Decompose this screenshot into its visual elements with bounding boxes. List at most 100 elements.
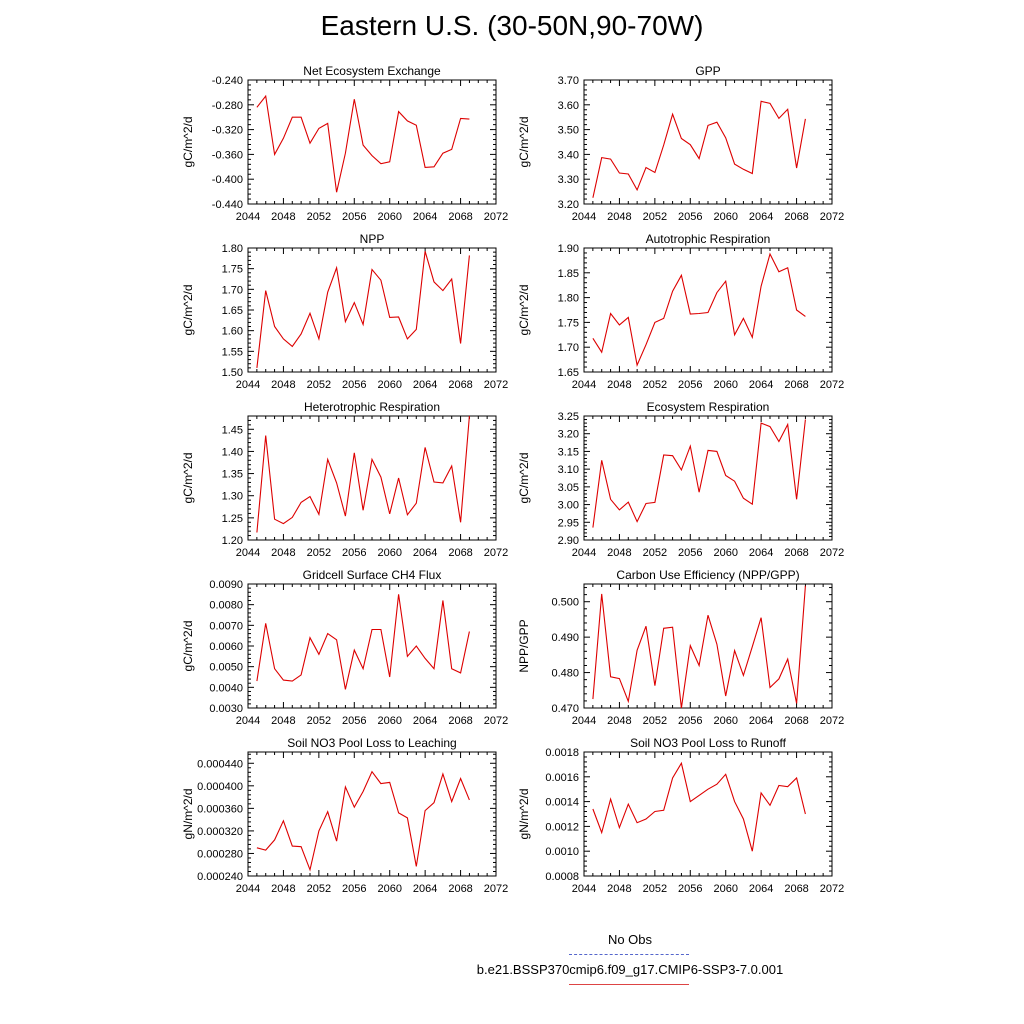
panel-6-y-axis-label: gC/m^2/d (517, 453, 531, 504)
panel-4-x-tick-label: 2044 (572, 379, 596, 391)
panel-4-x-tick-label: 2064 (749, 379, 773, 391)
panel-3-x-tick-label: 2044 (236, 379, 260, 391)
panel-7-y-tick-label: 0.0050 (209, 662, 243, 674)
panel-6-plot-frame (583, 415, 833, 541)
panel-6-x-tick-label: 2072 (820, 547, 844, 559)
panel-3-y-tick-label: 1.75 (222, 264, 243, 276)
panel-1-x-tick-label: 2044 (236, 211, 260, 223)
panel-8-x-tick-label: 2052 (643, 715, 667, 727)
panel-9-x-tick-label: 2072 (484, 883, 508, 895)
panel-3-x-tick-label: 2048 (271, 379, 295, 391)
panel-9-x-tick-label: 2056 (342, 883, 366, 895)
panel-9-y-tick-label: 0.000400 (197, 781, 243, 793)
panel-4-y-tick-label: 1.70 (558, 342, 579, 354)
panel-4-y-tick-label: 1.85 (558, 268, 579, 280)
panel-5-y-tick-label: 1.25 (222, 513, 243, 525)
panel-7-y-axis-label: gC/m^2/d (181, 621, 195, 672)
panel-3-x-tick-label: 2072 (484, 379, 508, 391)
panel-4-x-tick-label: 2052 (643, 379, 667, 391)
panel-9-y-tick-label: 0.000320 (197, 826, 243, 838)
panel-5-y-tick-label: 1.20 (222, 535, 243, 547)
panel-8-x-tick-label: 2064 (749, 715, 773, 727)
legend-obs-swatch (569, 954, 689, 955)
panel-2-y-tick-label: 3.60 (558, 100, 579, 112)
panel-10-x-tick-label: 2072 (820, 883, 844, 895)
panel-10-x-tick-label: 2052 (643, 883, 667, 895)
panel-10-title: Soil NO3 Pool Loss to Runoff (630, 736, 787, 750)
panel-7-y-tick-label: 0.0090 (209, 579, 243, 591)
panel-4-y-tick-label: 1.90 (558, 243, 579, 255)
panel-6-y-tick-label: 3.00 (558, 500, 579, 512)
panel-3-plot-frame (247, 247, 497, 373)
panel-1-y-tick-label: -0.320 (212, 125, 243, 137)
panel-2-y-tick-label: 3.50 (558, 125, 579, 137)
panel-3-y-tick-label: 1.50 (222, 367, 243, 379)
panel-7-series-line (256, 594, 470, 690)
panel-3-x-tick-label: 2060 (377, 379, 401, 391)
panel-9-y-tick-label: 0.000240 (197, 871, 243, 883)
panel-7-y-tick-label: 0.0070 (209, 620, 243, 632)
panel-10-x-tick-label: 2048 (607, 883, 631, 895)
panel-4-series-line (592, 252, 806, 367)
panel-3-x-tick-label: 2068 (448, 379, 472, 391)
panel-6-x-tick-label: 2052 (643, 547, 667, 559)
panel-8-y-tick-label: 0.490 (551, 632, 579, 644)
panel-3-y-tick-label: 1.65 (222, 305, 243, 317)
panel-10-y-tick-label: 0.0016 (545, 772, 579, 784)
panel-10-y-tick-label: 0.0010 (545, 846, 579, 858)
panel-7-x-tick-label: 2064 (413, 715, 437, 727)
panel-6-y-tick-label: 3.05 (558, 482, 579, 494)
panel-10-plot-frame (583, 751, 833, 877)
panel-5-x-tick-label: 2044 (236, 547, 260, 559)
panel-8-series-line (592, 585, 806, 709)
panel-6-x-tick-label: 2056 (678, 547, 702, 559)
panel-9-y-tick-label: 0.000360 (197, 803, 243, 815)
panel-6-x-tick-label: 2044 (572, 547, 596, 559)
panel-9-x-tick-label: 2068 (448, 883, 472, 895)
panel-9-series-line (256, 770, 470, 872)
panel-3-title: NPP (360, 232, 385, 246)
panel-7-y-tick-label: 0.0060 (209, 641, 243, 653)
panel-6-y-tick-label: 3.25 (558, 411, 579, 423)
panel-7-plot-frame (247, 583, 497, 709)
panel-8-x-tick-label: 2068 (784, 715, 808, 727)
panel-7-x-tick-label: 2060 (377, 715, 401, 727)
panel-5-series-line (256, 415, 470, 533)
panel-1-plot-frame (247, 79, 497, 205)
panel-5-title: Heterotrophic Respiration (304, 400, 440, 414)
panel-1-x-tick-label: 2068 (448, 211, 472, 223)
panel-2-x-tick-label: 2060 (713, 211, 737, 223)
panel-4-x-tick-label: 2048 (607, 379, 631, 391)
panel-10-series-line (592, 761, 806, 852)
panel-6-y-tick-label: 2.90 (558, 535, 579, 547)
panel-1-x-tick-label: 2056 (342, 211, 366, 223)
panel-8-y-axis-label: NPP/GPP (517, 619, 531, 672)
panel-4-x-tick-label: 2072 (820, 379, 844, 391)
panel-5-y-tick-label: 1.45 (222, 424, 243, 436)
panel-2-y-tick-label: 3.20 (558, 199, 579, 211)
panel-1-x-tick-label: 2052 (307, 211, 331, 223)
panel-1-series-line (256, 94, 470, 193)
panel-10-x-tick-label: 2044 (572, 883, 596, 895)
panel-6-x-tick-label: 2068 (784, 547, 808, 559)
panel-7-y-tick-label: 0.0080 (209, 600, 243, 612)
panel-6-series-line (592, 419, 806, 528)
panel-9-plot-frame (247, 751, 497, 877)
panel-5-x-tick-label: 2060 (377, 547, 401, 559)
panel-6-title: Ecosystem Respiration (647, 400, 770, 414)
panel-4-x-tick-label: 2068 (784, 379, 808, 391)
panel-10-y-tick-label: 0.0014 (545, 797, 579, 809)
panel-2-y-tick-label: 3.40 (558, 149, 579, 161)
panel-1-y-tick-label: -0.400 (212, 174, 243, 186)
panel-7-x-tick-label: 2052 (307, 715, 331, 727)
panel-2-series-line (592, 100, 806, 198)
panel-9-y-tick-label: 0.000280 (197, 848, 243, 860)
panel-7-y-tick-label: 0.0040 (209, 682, 243, 694)
legend-model-swatch (569, 984, 689, 985)
panel-9-x-tick-label: 2044 (236, 883, 260, 895)
panel-3-y-tick-label: 1.60 (222, 326, 243, 338)
panel-2-y-axis-label: gC/m^2/d (517, 117, 531, 168)
legend-obs-label: No Obs (607, 932, 653, 947)
panel-8-x-tick-label: 2072 (820, 715, 844, 727)
panel-5-x-tick-label: 2068 (448, 547, 472, 559)
